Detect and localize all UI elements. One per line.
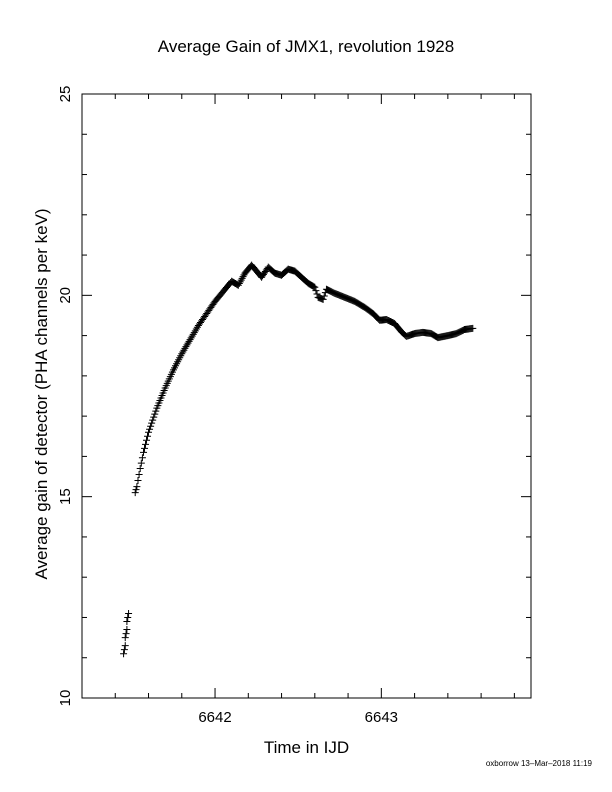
- data-point: [140, 448, 148, 456]
- data-point: [183, 341, 191, 349]
- data-point: [143, 436, 151, 444]
- data-point: [190, 329, 198, 337]
- data-point: [181, 344, 189, 352]
- data-point: [144, 432, 152, 440]
- data-point: [136, 464, 144, 472]
- data-point: [320, 292, 328, 300]
- data-point: [184, 339, 192, 347]
- data-point: [121, 642, 129, 650]
- data-point: [187, 334, 195, 342]
- data-point: [149, 416, 157, 424]
- y-tick-label: 10: [57, 690, 74, 707]
- data-point: [123, 626, 131, 634]
- data-point: [182, 343, 190, 351]
- data-point: [120, 646, 128, 654]
- x-tick-label: 6643: [365, 709, 398, 726]
- data-point: [141, 444, 149, 452]
- data-point: [123, 617, 131, 625]
- data-point: [178, 350, 186, 358]
- credit-footer: oxborrow 13–Mar–2018 11:19: [485, 759, 592, 768]
- data-point: [186, 336, 194, 344]
- x-tick-label: 6642: [198, 709, 231, 726]
- y-tick-label: 25: [57, 86, 74, 103]
- data-point: [311, 283, 319, 291]
- axis-ticks: [81, 93, 531, 699]
- data-point: [121, 634, 129, 642]
- data-point: [185, 337, 193, 345]
- plot-frame: [81, 93, 532, 699]
- y-axis-label: Average gain of detector (PHA channels p…: [32, 208, 51, 580]
- y-tick-label: 20: [57, 287, 74, 304]
- x-axis-label: Time in IJD: [263, 738, 350, 757]
- data-point: [180, 346, 188, 354]
- data-point: [120, 650, 128, 658]
- data-point: [192, 325, 200, 333]
- data-points: [120, 261, 477, 658]
- data-point: [147, 422, 155, 430]
- data-point: [151, 410, 159, 418]
- data-point: [146, 425, 154, 433]
- data-point: [179, 348, 187, 356]
- y-tick-label: 15: [57, 488, 74, 505]
- data-point: [189, 330, 197, 338]
- chart-title: Average Gain of JMX1, revolution 1928: [157, 37, 455, 56]
- data-point: [312, 287, 320, 295]
- data-point: [133, 483, 141, 491]
- data-point: [191, 327, 199, 335]
- data-point: [131, 489, 139, 497]
- data-point: [152, 407, 160, 415]
- data-point: [145, 428, 153, 436]
- data-point: [319, 295, 327, 303]
- data-point: [137, 459, 145, 467]
- axis-tick-labels: 6642 6643 10 15 20 25: [57, 86, 398, 726]
- data-point: [188, 332, 196, 340]
- data-point: [138, 454, 146, 462]
- data-point: [313, 290, 321, 298]
- data-point: [148, 419, 156, 427]
- data-point: [125, 609, 133, 617]
- data-point: [132, 486, 140, 494]
- data-point: [142, 440, 150, 448]
- data-point: [124, 613, 132, 621]
- data-point: [150, 413, 158, 421]
- data-point: [310, 283, 318, 291]
- data-point: [135, 471, 143, 479]
- data-point: [122, 630, 130, 638]
- data-point: [469, 324, 477, 332]
- data-point: [134, 477, 142, 485]
